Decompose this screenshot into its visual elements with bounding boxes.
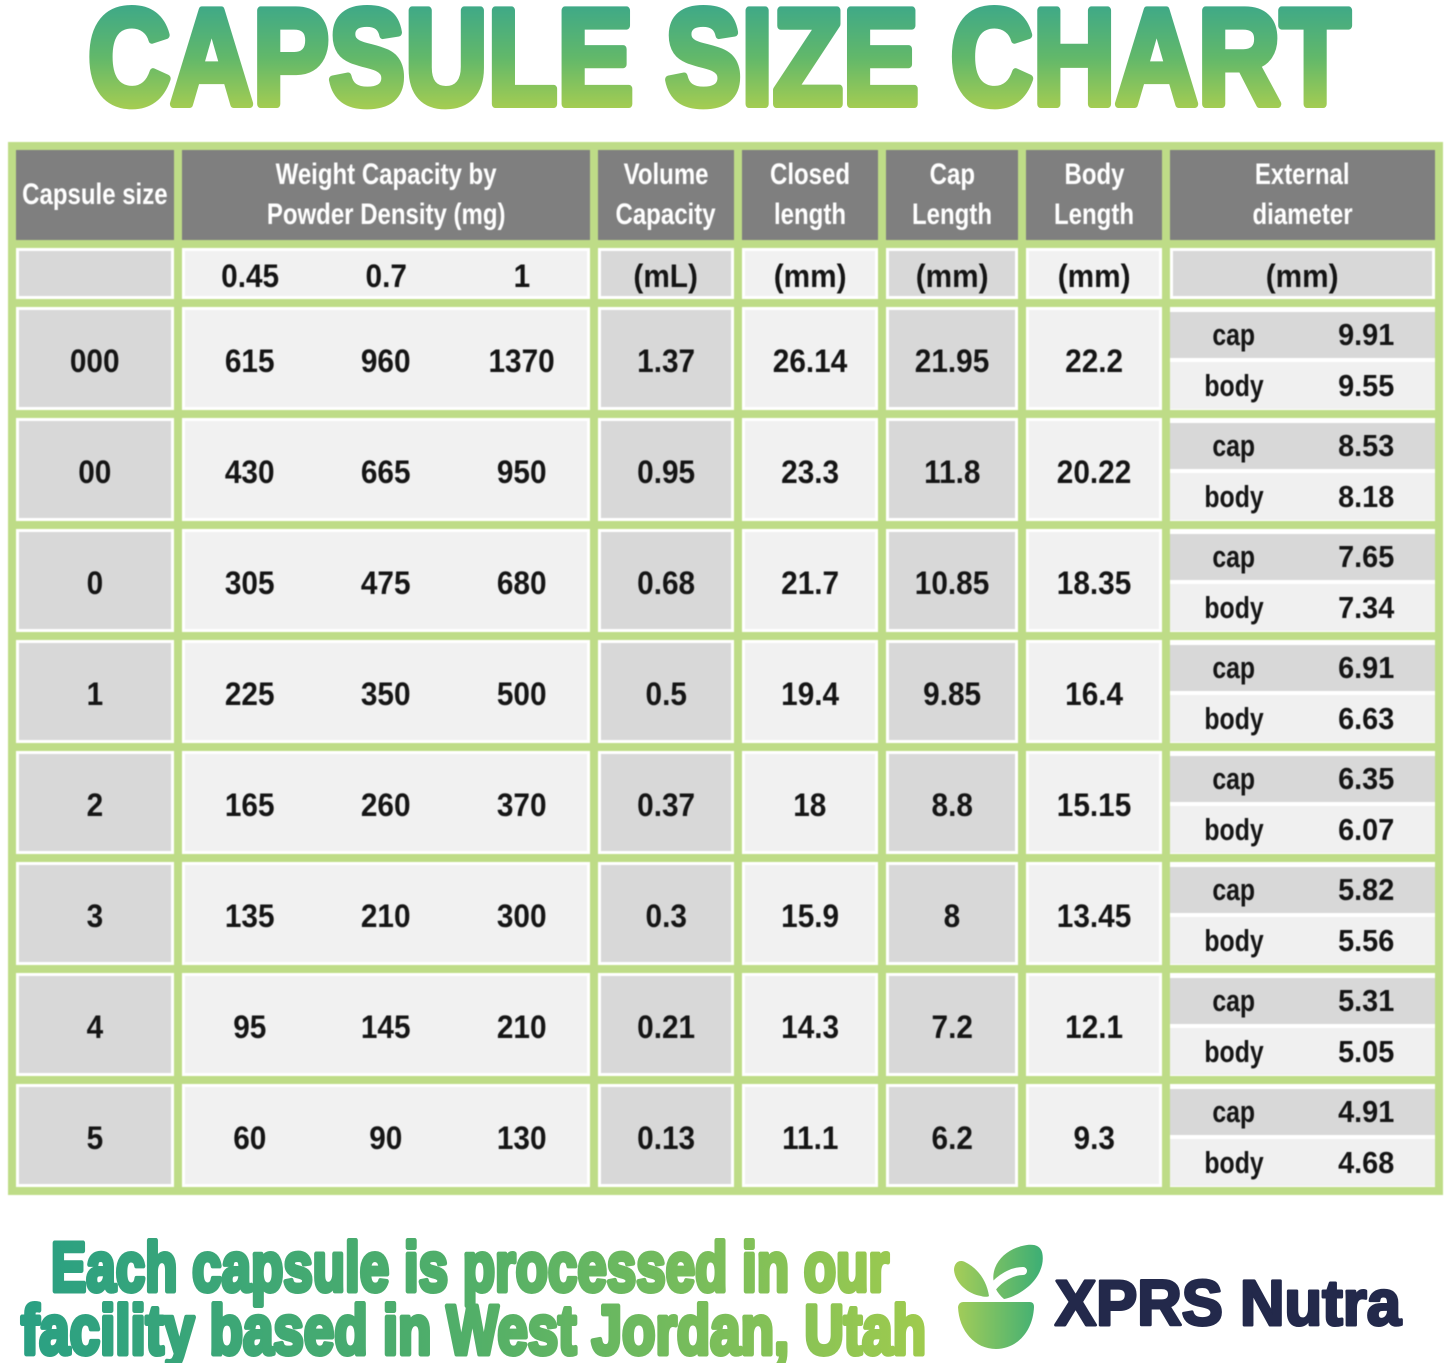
svg-text:Each capsule is processed in o: Each capsule is processed in our (51, 1228, 889, 1306)
svg-text:XPRS Nutra: XPRS Nutra (1055, 1267, 1401, 1339)
svg-text:CAPSULE SIZE CHART: CAPSULE SIZE CHART (88, 0, 1350, 133)
svg-text:facility based in West Jordan,: facility based in West Jordan, Utah (21, 1291, 926, 1363)
